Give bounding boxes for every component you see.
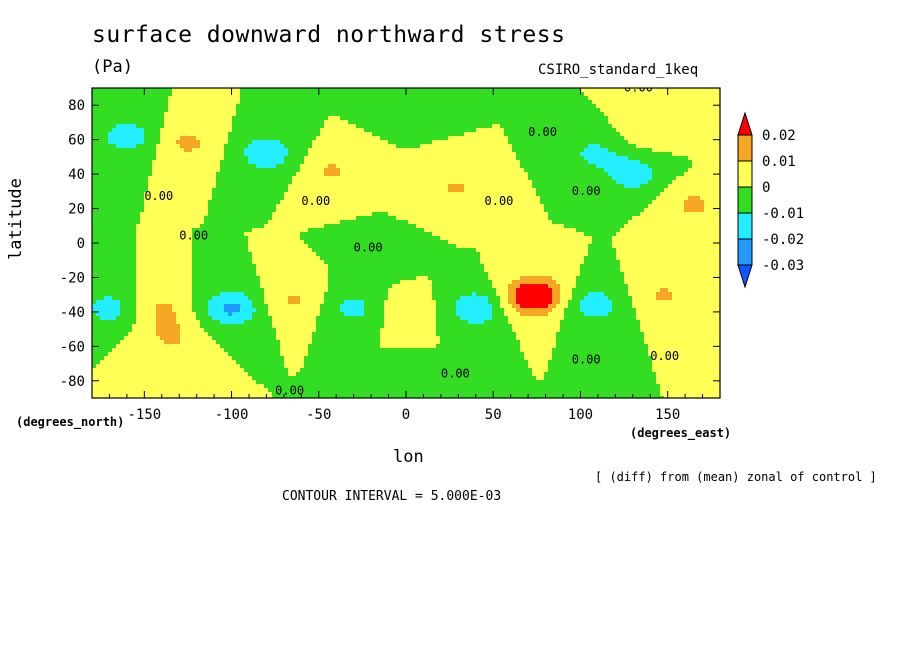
- contour-label: 0.00: [650, 349, 679, 363]
- chart-title: surface downward northward stress: [92, 22, 566, 48]
- colorbar-segment: [737, 238, 753, 266]
- diff-note: [ (diff) from (mean) zonal of control ]: [595, 470, 877, 484]
- x-tick-label: -50: [306, 407, 331, 423]
- colorbar-segment: [737, 134, 753, 162]
- contour-label: 0.00: [624, 80, 653, 94]
- x-tick-label: 150: [655, 407, 680, 423]
- colorbar-label: -0.02: [762, 232, 804, 248]
- contour-label: 0.00: [485, 194, 514, 208]
- colorbar-label: -0.03: [762, 258, 804, 274]
- y-tick-label: 60: [68, 133, 85, 149]
- colorbar-segment: [737, 186, 753, 214]
- contour-label: 0.00: [275, 384, 304, 398]
- y-tick-label: 20: [68, 202, 85, 218]
- contour-label: 0.00: [354, 241, 383, 255]
- x-tick-label: 100: [568, 407, 593, 423]
- y-tick-label: 0: [77, 236, 85, 252]
- contour-label: 0.00: [179, 229, 208, 243]
- contour-interval: CONTOUR INTERVAL = 5.000E-03: [282, 489, 502, 504]
- y-tick-label: -20: [60, 270, 85, 286]
- y-axis-units: (degrees_north): [16, 415, 125, 429]
- y-tick-label: -40: [60, 305, 85, 321]
- colorbar-segment: [737, 160, 753, 188]
- colorbar-arrow-bottom: [737, 264, 753, 289]
- y-tick-label: -80: [60, 374, 85, 390]
- colorbar-label: 0.02: [762, 128, 796, 144]
- x-tick-label: -100: [215, 407, 249, 423]
- contour-label: 0.00: [572, 353, 601, 367]
- contour-label: 0.00: [441, 366, 470, 380]
- contour-field: 0.00 0.00 0.00 0.00 0.00 0.00 0.00 0.00 0.00 0.00…: [92, 80, 720, 398]
- contour-label: 0.00: [572, 184, 601, 198]
- contour-label: 0.00: [528, 125, 557, 139]
- y-tick-label: -60: [60, 339, 85, 355]
- x-tick-label: -150: [127, 407, 161, 423]
- colorbar-label: 0.01: [762, 154, 796, 170]
- x-axis-label: lon: [393, 447, 424, 467]
- colorbar-arrow-top: [737, 111, 753, 136]
- chart-units: (Pa): [92, 57, 133, 77]
- model-label: CSIRO_standard_1keq: [538, 62, 699, 78]
- colorbar-label: -0.01: [762, 206, 804, 222]
- colorbar: 0.02 0.01 0 -0.01 -0.02 -0.03: [737, 111, 804, 289]
- x-axis-units: (degrees_east): [630, 426, 732, 440]
- y-tick-label: 40: [68, 167, 85, 183]
- x-tick-label: 0: [402, 407, 410, 423]
- y-tick-label: 80: [68, 98, 85, 114]
- contour-label: 0.00: [301, 194, 330, 208]
- axes: -150 -100 -50 0 50 100 150 -80 -60 -40 -20 0 20 40 60 8…: [60, 88, 720, 423]
- x-tick-label: 50: [485, 407, 502, 423]
- colorbar-segment: [737, 212, 753, 240]
- contour-label: 0.00: [144, 189, 173, 203]
- colorbar-label: 0: [762, 180, 770, 196]
